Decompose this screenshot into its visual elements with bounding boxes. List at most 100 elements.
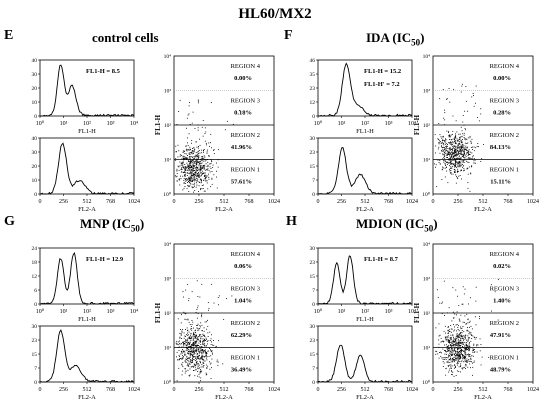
panel-g-scatter-dot: [202, 349, 204, 351]
panel-f-scatter-dot: [435, 166, 436, 168]
panel-f-scatter-dot: [443, 142, 445, 144]
panel-e-scatter-dot: [186, 175, 188, 176]
panel-e-scatter-dot: [181, 171, 182, 173]
panel-g-scatter-dot: [205, 352, 207, 354]
panel-g-scatter-dot: [218, 304, 219, 306]
panel-g-scatter-dot: [197, 368, 199, 370]
panel-g-scatter-dot: [176, 340, 178, 342]
panel-f-scatter-dot: [439, 141, 441, 142]
panel-h-scatter-dot: [455, 355, 457, 357]
panel-f-scatter-dot: [452, 155, 454, 157]
panel-h-fl2-hist-ytick-label: 23: [310, 338, 316, 344]
panel-e-scatter-dot: [209, 145, 210, 147]
panel-g-scatter-dot: [183, 337, 185, 339]
panel-g-scatter-dot: [193, 342, 195, 344]
panel-f-scatter-dot: [439, 160, 441, 161]
panel-f-scatter-dot: [450, 167, 452, 169]
panel-e-scatter-dot: [194, 156, 196, 158]
panel-g-scatter-dot: [203, 334, 205, 336]
panel-e-scatter-ytick-label: 10¹: [164, 158, 172, 164]
panel-g-scatter-dot: [207, 350, 209, 352]
panel-g-scatter-dot: [200, 341, 201, 343]
panel-e-scatter-dot: [194, 163, 196, 164]
panel-f-scatter-dot: [454, 151, 456, 153]
panel-e-scatter-dot: [207, 175, 209, 177]
panel-h-scatter-dot: [479, 318, 480, 320]
panel-e-scatter-dot: [193, 164, 194, 166]
panel-h-scatter-dot: [473, 343, 475, 345]
panel-f-scatter-dot: [448, 130, 450, 132]
panel-e-scatter-ytick-label: 10⁰: [163, 191, 172, 198]
panel-g-scatter-dot: [192, 339, 194, 341]
panel-e-scatter-dot: [176, 168, 178, 170]
panel-h-scatter-dot: [459, 319, 461, 321]
panel-h-scatter-dot: [462, 340, 464, 342]
panel-h-scatter-dot: [465, 364, 467, 366]
panel-e-scatter-dot: [189, 173, 191, 175]
panel-e-scatter-dot: [179, 165, 181, 167]
panel-f-scatter-dot: [469, 154, 471, 155]
panel-h-scatter-dot: [447, 326, 449, 328]
panel-h-scatter-dot: [447, 337, 449, 338]
panel-h-scatter-dot: [441, 301, 443, 303]
panel-e-scatter-dot: [201, 167, 203, 169]
panel-g-scatter-dot: [209, 340, 211, 341]
panel-e-scatter-dot: [213, 150, 215, 151]
panel-h-fl2-hist-xtick-label: 768: [384, 387, 393, 393]
panel-e-scatter-dot: [191, 140, 193, 141]
panel-e-scatter-dot: [195, 167, 197, 169]
panel-h-scatter-dot: [445, 374, 447, 376]
panel-f-scatter-dot: [457, 146, 459, 148]
panel-e-scatter-dot: [197, 127, 199, 129]
panel-f-scatter-dot: [459, 157, 461, 159]
panel-f-scatter-dot: [468, 153, 470, 155]
panel-e-scatter-dot: [198, 162, 199, 163]
panel-e-scatter-dot: [187, 182, 188, 183]
panel-f-scatter-dot: [471, 138, 473, 140]
panel-e-scatter-dot: [203, 149, 205, 150]
panel-g-scatter-dot: [181, 314, 182, 316]
panel-g-scatter-dot: [207, 319, 208, 321]
panel-e-scatter-dot: [196, 161, 198, 162]
panel-h-scatter-dot: [467, 329, 468, 331]
panel-h-scatter-dot: [464, 356, 466, 358]
panel-e-scatter-dot: [203, 155, 205, 157]
panel-f-scatter-dot: [449, 168, 450, 170]
panel-e-scatter-dot: [190, 161, 192, 162]
panel-e-scatter-dot: [196, 167, 198, 169]
panel-h-scatter-dot: [454, 366, 456, 368]
panel-h-scatter-dot: [469, 345, 471, 347]
panel-f-scatter-dot: [465, 149, 467, 150]
panel-g-scatter-dot: [197, 317, 198, 319]
panel-g-scatter-dot: [177, 347, 179, 348]
panel-e-scatter-dot: [182, 159, 184, 161]
panel-e-scatter-dot: [184, 175, 186, 177]
panel-g-scatter-dot: [183, 345, 185, 347]
panel-g-scatter-dot: [191, 361, 192, 363]
panel-h-scatter-dot: [462, 356, 464, 358]
panel-g-scatter-dot: [204, 355, 206, 357]
panel-e-scatter-dot: [187, 114, 189, 116]
panel-f-scatter-dot: [454, 138, 456, 140]
panel-g-scatter-dot: [192, 360, 194, 362]
panel-g-scatter-dot: [185, 313, 187, 315]
panel-f-scatter-dot: [457, 162, 459, 164]
panel-g-scatter-dot: [187, 364, 189, 365]
panel-g-scatter-dot: [216, 359, 218, 361]
panel-f-scatter-dot: [456, 140, 458, 142]
panel-g-scatter-dot: [186, 365, 188, 367]
panel-g-scatter-xlabel: FL2-A: [215, 394, 233, 401]
panel-h-scatter-dot: [443, 280, 445, 282]
panel-e-scatter-dot: [175, 176, 177, 178]
panel-e-scatter-dot: [211, 178, 213, 180]
panel-h-scatter-dot: [468, 350, 470, 352]
panel-g-scatter-dot: [184, 351, 186, 353]
panel-f-scatter-dot: [471, 165, 473, 167]
panel-e-scatter-dot: [179, 179, 181, 181]
panel-h-scatter-dot: [449, 350, 451, 352]
panel-f-scatter-dot: [454, 158, 456, 160]
panel-f-scatter-dot: [471, 147, 473, 148]
panel-g-scatter-dot: [191, 360, 193, 361]
panel-h-scatter-dot: [452, 350, 453, 352]
panel-f-scatter-dot: [456, 131, 458, 133]
